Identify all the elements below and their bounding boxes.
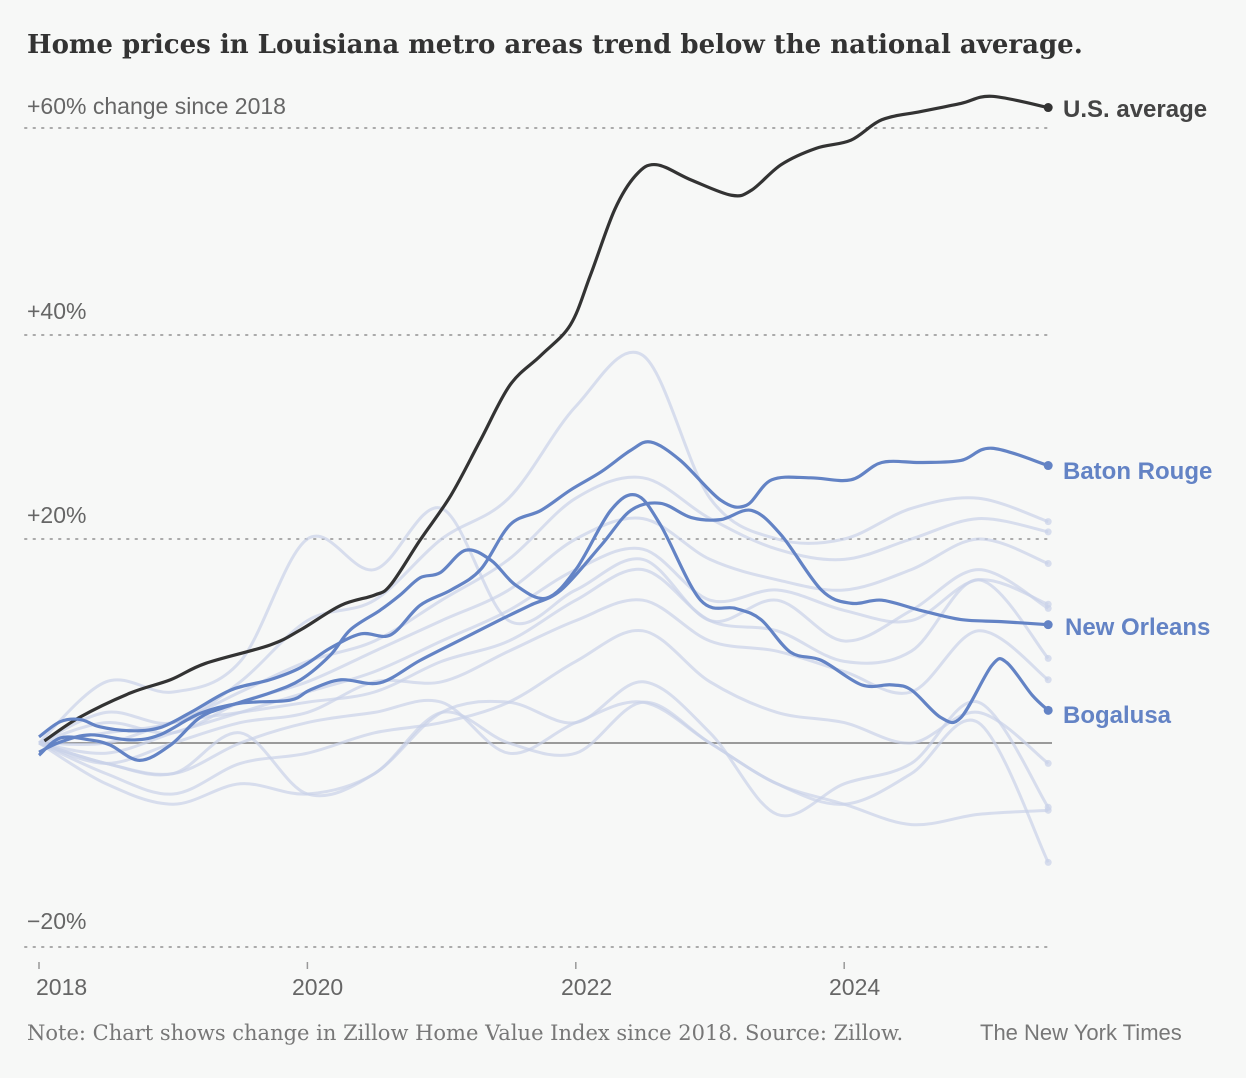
background-series-line bbox=[38, 567, 1050, 747]
label-us-average: U.S. average bbox=[1063, 96, 1207, 123]
background-series-endpoint bbox=[1044, 654, 1052, 662]
y-tick-label: +60% change since 2018 bbox=[27, 93, 286, 119]
x-axis bbox=[38, 962, 845, 969]
background-series-endpoint bbox=[1044, 604, 1052, 612]
y-tick-label: −20% bbox=[27, 908, 86, 934]
series-endpoint-baton-rouge bbox=[1043, 461, 1053, 471]
label-new-orleans: New Orleans bbox=[1065, 614, 1210, 641]
background-series-endpoint bbox=[1044, 676, 1052, 684]
series-line-u-s-average bbox=[43, 94, 1049, 743]
background-series-line bbox=[38, 680, 1050, 818]
background-series-line bbox=[38, 546, 1049, 755]
label-baton-rouge: Baton Rouge bbox=[1063, 458, 1212, 485]
x-tick-label: 2024 bbox=[829, 974, 880, 1000]
background-series-endpoint bbox=[1044, 858, 1052, 866]
background-series-endpoint bbox=[1044, 518, 1052, 526]
background-series-endpoint bbox=[1044, 806, 1052, 814]
series-line-baton-rouge bbox=[38, 440, 1049, 739]
series-endpoint-u-s-average bbox=[1043, 103, 1053, 113]
series-endpoint-new-orleans bbox=[1043, 620, 1053, 630]
background-series-line bbox=[38, 629, 1050, 796]
background-series-line bbox=[37, 506, 1049, 745]
label-bogalusa: Bogalusa bbox=[1063, 702, 1172, 729]
x-tick-label: 2018 bbox=[36, 974, 87, 1000]
series-endpoint-bogalusa bbox=[1043, 705, 1053, 715]
y-tick-label: +40% bbox=[27, 298, 86, 324]
gridlines bbox=[24, 127, 1048, 948]
chart-title: Home prices in Louisiana metro areas tre… bbox=[27, 30, 1083, 60]
chart-credit: The New York Times bbox=[980, 1020, 1182, 1045]
series-line-bogalusa bbox=[37, 493, 1050, 762]
highlighted-series bbox=[37, 94, 1053, 762]
background-series-endpoint bbox=[1044, 528, 1052, 536]
background-series-endpoint bbox=[1044, 559, 1052, 567]
y-tick-label: +20% bbox=[27, 502, 86, 528]
background-series-line bbox=[38, 475, 1049, 745]
background-series-line bbox=[38, 700, 1049, 827]
background-series bbox=[37, 350, 1052, 866]
background-series-line bbox=[38, 516, 1049, 745]
background-series-endpoint bbox=[1044, 759, 1052, 767]
chart-note: Note: Chart shows change in Zillow Home … bbox=[27, 1021, 903, 1045]
x-tick-label: 2022 bbox=[561, 974, 612, 1000]
x-tick-label: 2020 bbox=[292, 974, 343, 1000]
background-series-line bbox=[38, 698, 1050, 864]
background-series-line bbox=[38, 598, 1050, 765]
